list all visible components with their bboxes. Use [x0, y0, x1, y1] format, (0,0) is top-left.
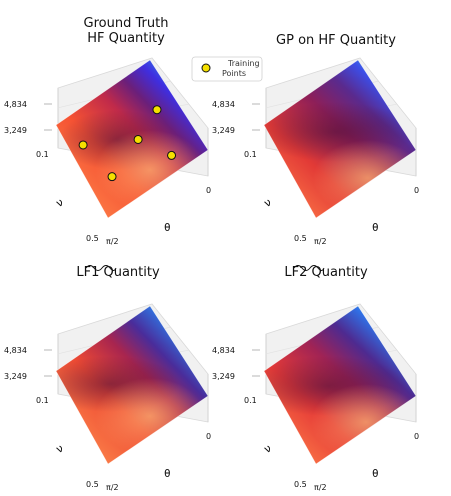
surface-panel-3: LF1 Quantity 4,834 3,249 0.1 0.5 π/2 0 ν θ [4, 265, 211, 492]
y-tick-label: 0.5 [86, 234, 99, 243]
x-tick-label: π/2 [106, 237, 119, 246]
y-axis-label: ν [54, 441, 66, 456]
y-tick-label: 0.1 [36, 150, 49, 159]
title-tilde-part: LF1 [76, 265, 99, 280]
surface-panel-2: GP on HF Quantity 4,834 3,249 0.1 0.5 π/2 0 ν θ [212, 33, 419, 246]
title-tilde-part: LF2 [284, 265, 307, 280]
x-axis-label: θ [372, 467, 379, 480]
z-tick-label: 3,249 [4, 372, 27, 381]
x-axis-label: θ [164, 467, 171, 480]
y-tick-label: 0.5 [86, 480, 99, 489]
panel-title-line-1: GP on HF Quantity [276, 33, 396, 48]
x-tick-label: 0 [206, 432, 211, 441]
z-tick-label: 3,249 [212, 372, 235, 381]
y-tick-label: 0.5 [294, 480, 307, 489]
y-axis-label: ν [54, 195, 66, 210]
z-tick-label: 4,834 [212, 346, 235, 355]
training-point [78, 140, 88, 150]
x-axis-label: θ [372, 221, 379, 234]
training-point [107, 172, 117, 182]
panel-title: LF1 Quantity [76, 265, 160, 280]
y-axis-label: ν [262, 441, 274, 456]
legend-box [191, 56, 263, 82]
x-tick-label: 0 [414, 432, 419, 441]
legend-marker [201, 63, 211, 73]
y-tick-label: 0.1 [244, 396, 257, 405]
title-tilde-mark [293, 265, 325, 271]
panel-title-line-1: Ground Truth [84, 16, 169, 31]
surface-panel-4: LF2 Quantity 4,834 3,249 0.1 0.5 π/2 0 ν θ [212, 265, 419, 492]
panel-title: LF2 Quantity [284, 265, 368, 280]
x-tick-label: π/2 [314, 237, 327, 246]
surface-shading [264, 356, 416, 460]
x-tick-label: 0 [206, 186, 211, 195]
x-tick-label: π/2 [106, 483, 119, 492]
panel-title-line-2: HF Quantity [87, 31, 165, 46]
title-suffix-part: Quantity [307, 265, 368, 280]
z-tick-label: 4,834 [4, 100, 27, 109]
training-point [167, 150, 177, 160]
z-tick-label: 4,834 [4, 346, 27, 355]
legend-label-line-1: Training [227, 59, 260, 68]
y-tick-label: 0.5 [294, 234, 307, 243]
title-suffix-part: Quantity [99, 265, 160, 280]
z-tick-label: 3,249 [4, 126, 27, 135]
y-axis-label: ν [262, 195, 274, 210]
surface-hotspot [311, 384, 416, 460]
title-tilde-mark [85, 265, 117, 271]
training-point [133, 134, 143, 144]
x-tick-label: 0 [414, 186, 419, 195]
x-axis-label: θ [164, 221, 171, 234]
y-tick-label: 0.1 [244, 150, 257, 159]
legend-label-line-2: Points [222, 69, 246, 78]
x-tick-label: π/2 [314, 483, 327, 492]
z-tick-label: 3,249 [212, 126, 235, 135]
training-point [152, 105, 162, 115]
y-tick-label: 0.1 [36, 396, 49, 405]
surface-hotspot [313, 140, 416, 216]
surface-shading [264, 102, 416, 216]
z-tick-label: 4,834 [212, 100, 235, 109]
